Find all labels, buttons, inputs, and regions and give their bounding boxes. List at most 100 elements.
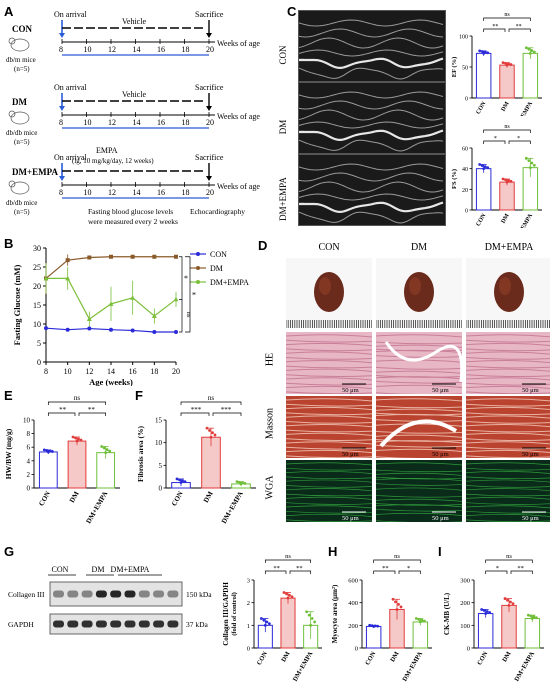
- tissue-fiber: [376, 398, 462, 402]
- legend-label: DM+EMPA: [210, 278, 249, 287]
- tissue-fiber: [286, 374, 372, 377]
- data-point: [174, 254, 178, 259]
- data-point: [109, 327, 113, 332]
- tissue-fiber: [466, 377, 550, 381]
- data-point: [152, 329, 157, 334]
- sig-bracket: [185, 256, 191, 333]
- tissue-fiber: [286, 334, 372, 338]
- data-dot: [71, 435, 75, 439]
- tissue-fiber: [376, 476, 462, 480]
- tissue-fiber: [286, 438, 372, 441]
- data-dot: [205, 426, 209, 430]
- tissue-fiber: [286, 398, 372, 402]
- tissue-fiber: [286, 519, 372, 522]
- data-dot: [368, 623, 372, 627]
- tissue-fiber: [376, 472, 462, 476]
- x-tick-label: DM: [501, 213, 511, 225]
- sig-label: *: [407, 565, 410, 572]
- histology-image: 50 μm: [466, 396, 550, 458]
- tissue-fiber: [466, 382, 550, 386]
- sacrifice-arrowhead: [206, 106, 212, 111]
- sig-bracket: [289, 570, 312, 574]
- tissue-fiber: [466, 403, 550, 407]
- data-dot: [290, 595, 294, 599]
- echo-wave: [299, 193, 444, 201]
- tissue-fiber: [376, 469, 462, 473]
- data-dot: [482, 51, 486, 55]
- tissue-fiber: [466, 446, 550, 450]
- tissue-fiber: [466, 510, 550, 514]
- week-tick-label: 16: [157, 45, 165, 54]
- tissue-fiber: [376, 434, 462, 438]
- tissue-fiber: [376, 341, 462, 345]
- data-dot: [507, 603, 511, 607]
- scale-label: 50 μm: [342, 515, 359, 522]
- heart-highlight: [499, 277, 511, 295]
- echo-image: [298, 10, 446, 82]
- week-tick-label: 10: [84, 45, 92, 54]
- y-tick-label: 0: [37, 358, 41, 367]
- sig-label: **: [516, 24, 522, 30]
- sig-label: *: [192, 290, 196, 299]
- group-label: CON: [12, 24, 33, 34]
- data-dot: [104, 451, 108, 455]
- y-tick-label: 8: [27, 430, 31, 438]
- tissue-fiber: [286, 342, 372, 347]
- glucose-line-chart: 0 5 10 15 20 25 30 8 10 12 14 16 18 20 Age (weeks) Fast…: [12, 244, 249, 386]
- data-dot: [211, 431, 214, 435]
- bar: [499, 181, 515, 211]
- tissue-fiber: [286, 467, 372, 471]
- panel-i-letter: I: [438, 544, 442, 559]
- data-dot: [397, 602, 400, 606]
- data-dot: [235, 480, 239, 484]
- sig-label: ns: [208, 394, 215, 402]
- weeks-axis-label: Weeks of age: [217, 112, 260, 121]
- echo-wave: [299, 163, 444, 171]
- sig-label: **: [382, 565, 389, 572]
- heart-photo: [285, 258, 373, 328]
- bar: [475, 52, 492, 99]
- tissue-fiber: [466, 519, 550, 522]
- week-tick-label: 14: [133, 45, 141, 54]
- x-tick-label: CON: [476, 100, 488, 115]
- weeks-axis-label: Weeks of age: [217, 39, 260, 48]
- echo-wave: [299, 49, 444, 57]
- protein-size: 150 kDa: [186, 590, 212, 599]
- scale-label: 50 μm: [522, 387, 539, 394]
- data-dot: [288, 593, 291, 597]
- data-dot: [482, 167, 486, 171]
- tissue-fiber: [466, 391, 550, 394]
- sig-label: ns: [504, 124, 510, 130]
- tissue-fiber: [286, 339, 372, 343]
- blot-band: [53, 620, 64, 628]
- tissue-fiber: [466, 398, 550, 402]
- data-dot: [243, 481, 247, 485]
- y-tick-label: 200: [348, 623, 358, 630]
- blot-band: [167, 620, 179, 628]
- tissue-fiber: [376, 508, 462, 512]
- data-dot: [267, 622, 271, 626]
- tissue-fiber: [466, 432, 550, 436]
- data-dot: [79, 438, 83, 442]
- echo-wave: [299, 109, 444, 121]
- week-tick-label: 8: [59, 118, 63, 127]
- echo-image: [298, 154, 446, 226]
- data-dot: [178, 478, 181, 482]
- sig-label: ns: [506, 553, 512, 560]
- echo-wave: [299, 67, 444, 80]
- tissue-fiber: [286, 403, 372, 407]
- data-dot: [399, 605, 403, 609]
- blot-group-label: CON: [52, 565, 69, 574]
- data-dot: [391, 597, 395, 601]
- heart-photo: [465, 258, 550, 328]
- y-axis-label: HW/BW (mg/g): [4, 428, 13, 479]
- week-tick-label: 20: [206, 118, 214, 127]
- data-dot: [239, 482, 243, 486]
- data-dot: [501, 177, 505, 181]
- data-dot: [532, 50, 536, 54]
- tissue-texture: 50 μm: [286, 398, 372, 458]
- data-dot: [395, 608, 399, 611]
- tissue-fiber: [286, 421, 372, 424]
- data-point: [152, 254, 157, 259]
- tissue-fiber: [286, 479, 372, 483]
